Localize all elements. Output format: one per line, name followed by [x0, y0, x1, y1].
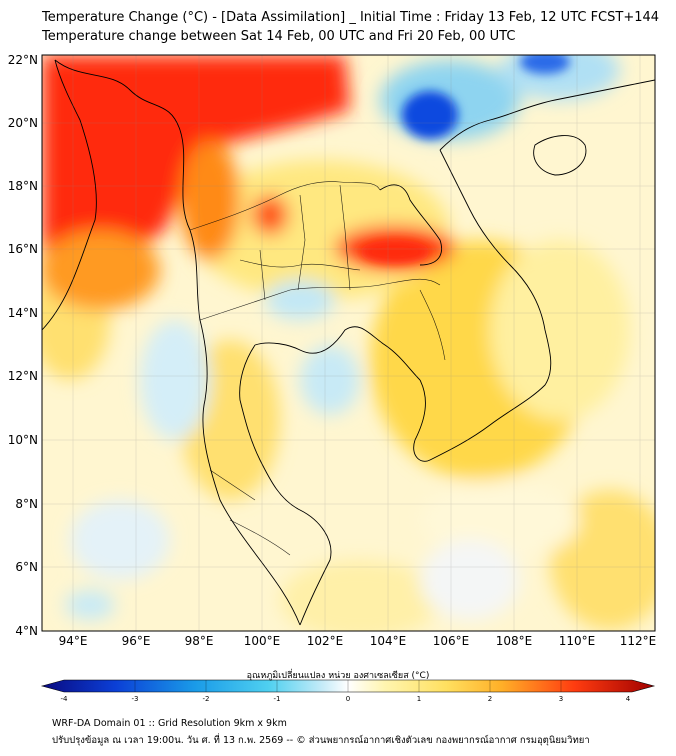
- map-subtitle: Temperature change between Sat 14 Feb, 0…: [42, 29, 516, 44]
- footer-credit: ปรับปรุงข้อมูล ณ เวลา 19:00น. วัน ศ. ที่…: [52, 735, 590, 746]
- colorbar-tick: -1: [274, 695, 281, 703]
- lat-label: 6°N: [15, 560, 38, 574]
- admin-boundaries: [189, 181, 446, 556]
- colorbar-tick: 2: [488, 695, 492, 703]
- colorbar-tick: 1: [417, 695, 421, 703]
- colorbar-tick: 3: [559, 695, 563, 703]
- colorbar-title: อุณหภูมิเปลี่ยนแปลง หน่วย องศาเซลเซียส (…: [246, 671, 430, 681]
- lat-label: 20°N: [8, 116, 38, 130]
- lat-label: 4°N: [15, 624, 38, 638]
- lat-label: 22°N: [8, 53, 38, 67]
- colorbar-tick: -4: [61, 695, 69, 703]
- temperature-field: [42, 55, 655, 631]
- graticule: [42, 55, 655, 631]
- coastline: [42, 59, 655, 626]
- colorbar-tick: -2: [203, 695, 210, 703]
- map-title: Temperature Change (°C) - [Data Assimila…: [42, 10, 660, 25]
- lat-labels: 22°N 20°N 18°N 16°N 14°N 12°N 10°N 8°N 6…: [8, 53, 38, 638]
- lon-labels: 94°E 96°E 98°E 100°E 102°E 104°E 106°E 1…: [59, 634, 657, 648]
- lon-label: 98°E: [185, 634, 214, 648]
- lat-label: 18°N: [8, 179, 38, 193]
- colorbar: -4 -3 -2 -1 0 1 2 3 4: [40, 679, 656, 703]
- map-frame: [41, 54, 656, 632]
- lat-label: 10°N: [8, 433, 38, 447]
- footer-model-info: WRF-DA Domain 01 :: Grid Resolution 9km …: [52, 718, 287, 729]
- lat-label: 8°N: [15, 497, 38, 511]
- lat-label: 14°N: [8, 306, 38, 320]
- colorbar-tick: 4: [626, 695, 631, 703]
- lat-label: 12°N: [8, 369, 38, 383]
- lon-label: 110°E: [559, 634, 596, 648]
- lon-label: 100°E: [244, 634, 281, 648]
- lon-label: 112°E: [620, 634, 657, 648]
- colorbar-tick: 0: [346, 695, 350, 703]
- lon-label: 96°E: [122, 634, 151, 648]
- lat-label: 16°N: [8, 242, 38, 256]
- colorbar-tick: -3: [132, 695, 139, 703]
- lon-label: 94°E: [59, 634, 88, 648]
- lon-label: 104°E: [370, 634, 407, 648]
- lon-label: 102°E: [307, 634, 344, 648]
- lon-label: 106°E: [433, 634, 470, 648]
- lon-label: 108°E: [496, 634, 533, 648]
